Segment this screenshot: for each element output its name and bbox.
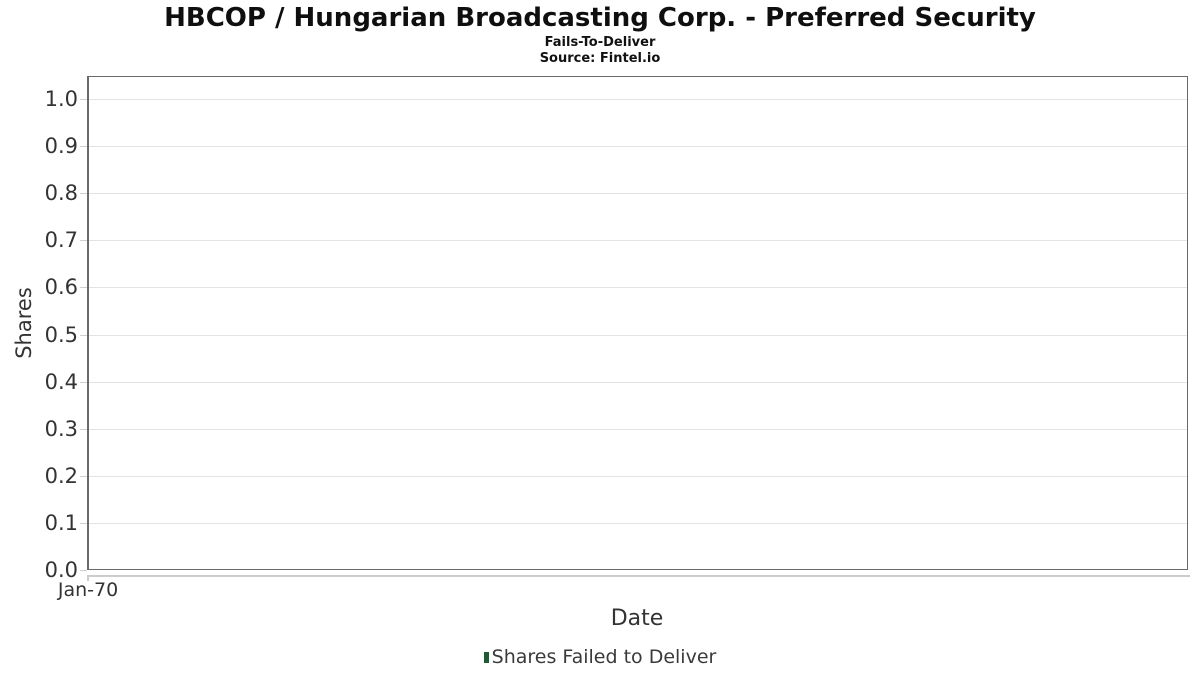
x-axis-title: Date [610,606,664,631]
y-tick-label: 0.7 [44,228,78,253]
y-tick-label: 0.1 [44,510,78,535]
x-axis-tick [87,577,89,581]
legend-item-shares-failed-to-deliver[interactable]: Shares Failed to Deliver [483,646,717,668]
legend-series-label: Shares Failed to Deliver [491,646,717,668]
gridline [89,334,1187,336]
plot-area [87,76,1188,570]
y-tick-label: 0.9 [44,134,78,159]
y-tick-label: 0.6 [44,275,78,300]
y-axis-tick [80,522,87,524]
x-tick-label: Jan-70 [57,579,119,601]
y-axis-tick [80,99,87,100]
y-tick-label: 0.5 [44,322,78,347]
gridline [89,381,1187,383]
x-axis-line [87,575,1190,577]
y-tick-label: 0.8 [44,181,78,206]
y-tick-label: 0.4 [44,369,78,394]
y-axis-tick [80,381,87,383]
y-tick-label: 0.2 [44,463,78,488]
gridline [89,522,1187,524]
y-tick-label: 1.0 [44,87,78,111]
chart-legend: Shares Failed to Deliver [0,645,1200,669]
gridline [89,475,1187,477]
y-axis-tick [80,428,87,430]
y-axis-tick [80,146,87,148]
y-tick-label: 0.3 [44,416,78,441]
legend-series-marker [483,651,489,663]
chart-source: Source: Fintel.io [539,51,661,66]
y-axis-tick [80,334,87,336]
gridline [89,146,1187,148]
chart-title: HBCOP / Hungarian Broadcasting Corp. - P… [164,3,1036,33]
chart-subtitle: Fails-To-Deliver [544,35,656,50]
y-axis-tick [80,193,87,195]
gridline [89,428,1187,430]
y-axis-tick [80,475,87,477]
y-axis-tick [80,570,87,571]
y-tick-label: 0.0 [44,558,78,582]
gridline [89,99,1187,100]
y-axis-tick [80,240,87,242]
gridline [89,240,1187,242]
gridline [89,193,1187,195]
gridline [89,287,1187,289]
y-axis-tick [80,287,87,289]
